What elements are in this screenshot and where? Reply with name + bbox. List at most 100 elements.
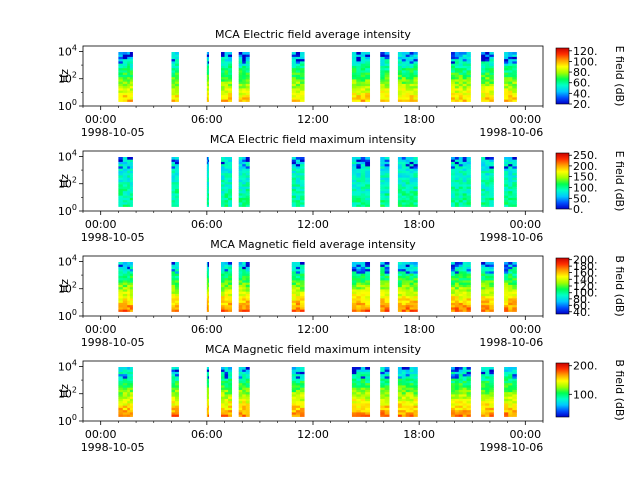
spectrogram-cell <box>228 309 233 312</box>
spectrogram-cell <box>351 67 357 71</box>
spectrogram-cell <box>351 161 357 165</box>
spectrogram-cell <box>351 61 357 64</box>
y-tick-label: 100 <box>58 98 77 113</box>
spectrogram-cell <box>451 88 456 91</box>
spectrogram-cell <box>228 202 233 205</box>
spectrogram-cell <box>504 412 509 415</box>
spectrogram-cell <box>171 373 176 377</box>
spectrogram-cell <box>489 394 494 397</box>
spectrogram-cell <box>238 94 243 98</box>
spectrogram-cell <box>365 282 371 285</box>
spectrogram-cell <box>405 398 410 402</box>
spectrogram-cell <box>295 159 301 162</box>
spectrogram-cell <box>504 58 509 62</box>
spectrogram-cell <box>512 394 517 397</box>
spectrogram-cell <box>466 97 471 100</box>
spectrogram-cell <box>122 170 128 174</box>
colorbar-tick-label: 80. <box>573 293 591 306</box>
spectrogram-cell <box>245 307 250 310</box>
spectrogram-cell <box>129 282 133 285</box>
spectrogram-cell <box>409 195 414 198</box>
spectrogram-cell <box>401 273 407 276</box>
spectrogram-cell <box>512 271 517 274</box>
spectrogram-cell <box>485 85 490 89</box>
spectrogram-cell <box>129 286 133 290</box>
spectrogram-cell <box>129 81 133 84</box>
spectrogram-cell <box>485 376 490 379</box>
spectrogram-cell <box>451 83 456 87</box>
spectrogram-cell <box>175 300 179 303</box>
spectrogram-cell <box>462 293 467 297</box>
spectrogram-cell <box>365 204 371 207</box>
spectrogram-cell <box>171 161 176 165</box>
spectrogram-cell <box>384 90 390 93</box>
spectrogram-cell <box>466 407 471 411</box>
spectrogram-cell <box>129 275 133 279</box>
spectrogram-cell <box>405 67 410 71</box>
spectrogram-cell <box>451 177 456 180</box>
spectrogram-cell <box>451 193 456 196</box>
spectrogram-cell <box>462 394 467 397</box>
spectrogram-cell <box>462 92 467 96</box>
spectrogram-cell <box>413 286 418 290</box>
spectrogram-cell <box>127 94 131 98</box>
spectrogram-cell <box>462 52 467 55</box>
spectrogram-cell <box>224 302 229 306</box>
spectrogram-cell <box>245 373 250 377</box>
spectrogram-cell <box>221 300 225 303</box>
spectrogram-cell <box>504 302 509 306</box>
spectrogram-cell <box>221 291 225 294</box>
spectrogram-cell <box>207 85 210 89</box>
spectrogram-cell <box>409 99 414 102</box>
spectrogram-cell <box>356 166 362 169</box>
spectrogram-cell <box>207 79 210 82</box>
spectrogram-cell <box>228 376 233 379</box>
spectrogram-cell <box>224 298 229 301</box>
spectrogram-cell <box>295 304 301 308</box>
spectrogram-cell <box>127 92 131 96</box>
spectrogram-cell <box>360 291 366 294</box>
spectrogram-cell <box>228 277 233 281</box>
spectrogram-cell <box>360 414 366 417</box>
spectrogram-cell <box>356 273 362 276</box>
spectrogram-cell <box>171 202 176 205</box>
spectrogram-cell <box>291 407 297 411</box>
spectrogram-cell <box>295 369 301 372</box>
spectrogram-cell <box>451 179 456 183</box>
spectrogram-cell <box>360 83 366 87</box>
spectrogram-cell <box>171 81 176 84</box>
spectrogram-cell <box>380 161 386 165</box>
spectrogram-cell <box>462 90 467 93</box>
spectrogram-cell <box>221 385 225 388</box>
spectrogram-cell <box>356 163 362 167</box>
spectrogram-cell <box>300 271 305 274</box>
spectrogram-cell <box>351 76 357 80</box>
spectrogram-cell <box>451 181 456 185</box>
spectrogram-cell <box>405 409 410 413</box>
spectrogram-cell <box>221 293 225 297</box>
spectrogram-cell <box>451 159 456 162</box>
spectrogram-cell <box>454 273 460 276</box>
spectrogram-cell <box>512 376 517 379</box>
spectrogram-cell <box>380 407 386 411</box>
spectrogram-cell <box>127 170 131 174</box>
spectrogram-cell <box>380 172 386 176</box>
spectrogram-cell <box>129 54 133 57</box>
spectrogram-cell <box>462 186 467 189</box>
spectrogram-cell <box>242 72 247 75</box>
spectrogram-cell <box>409 309 414 312</box>
spectrogram-cell <box>171 277 176 281</box>
spectrogram-cell <box>512 199 517 203</box>
spectrogram-cell <box>485 58 490 62</box>
spectrogram-cell <box>356 54 362 57</box>
spectrogram-cell <box>356 67 362 71</box>
spectrogram-cell <box>127 298 131 301</box>
spectrogram-cell <box>405 54 410 57</box>
spectrogram-cell <box>291 88 297 91</box>
spectrogram-cell <box>384 186 390 189</box>
spectrogram-cell <box>380 195 386 198</box>
spectrogram-cell <box>171 157 176 160</box>
spectrogram-cell <box>409 271 414 274</box>
spectrogram-cell <box>360 181 366 185</box>
spectrogram-cell <box>462 193 467 196</box>
